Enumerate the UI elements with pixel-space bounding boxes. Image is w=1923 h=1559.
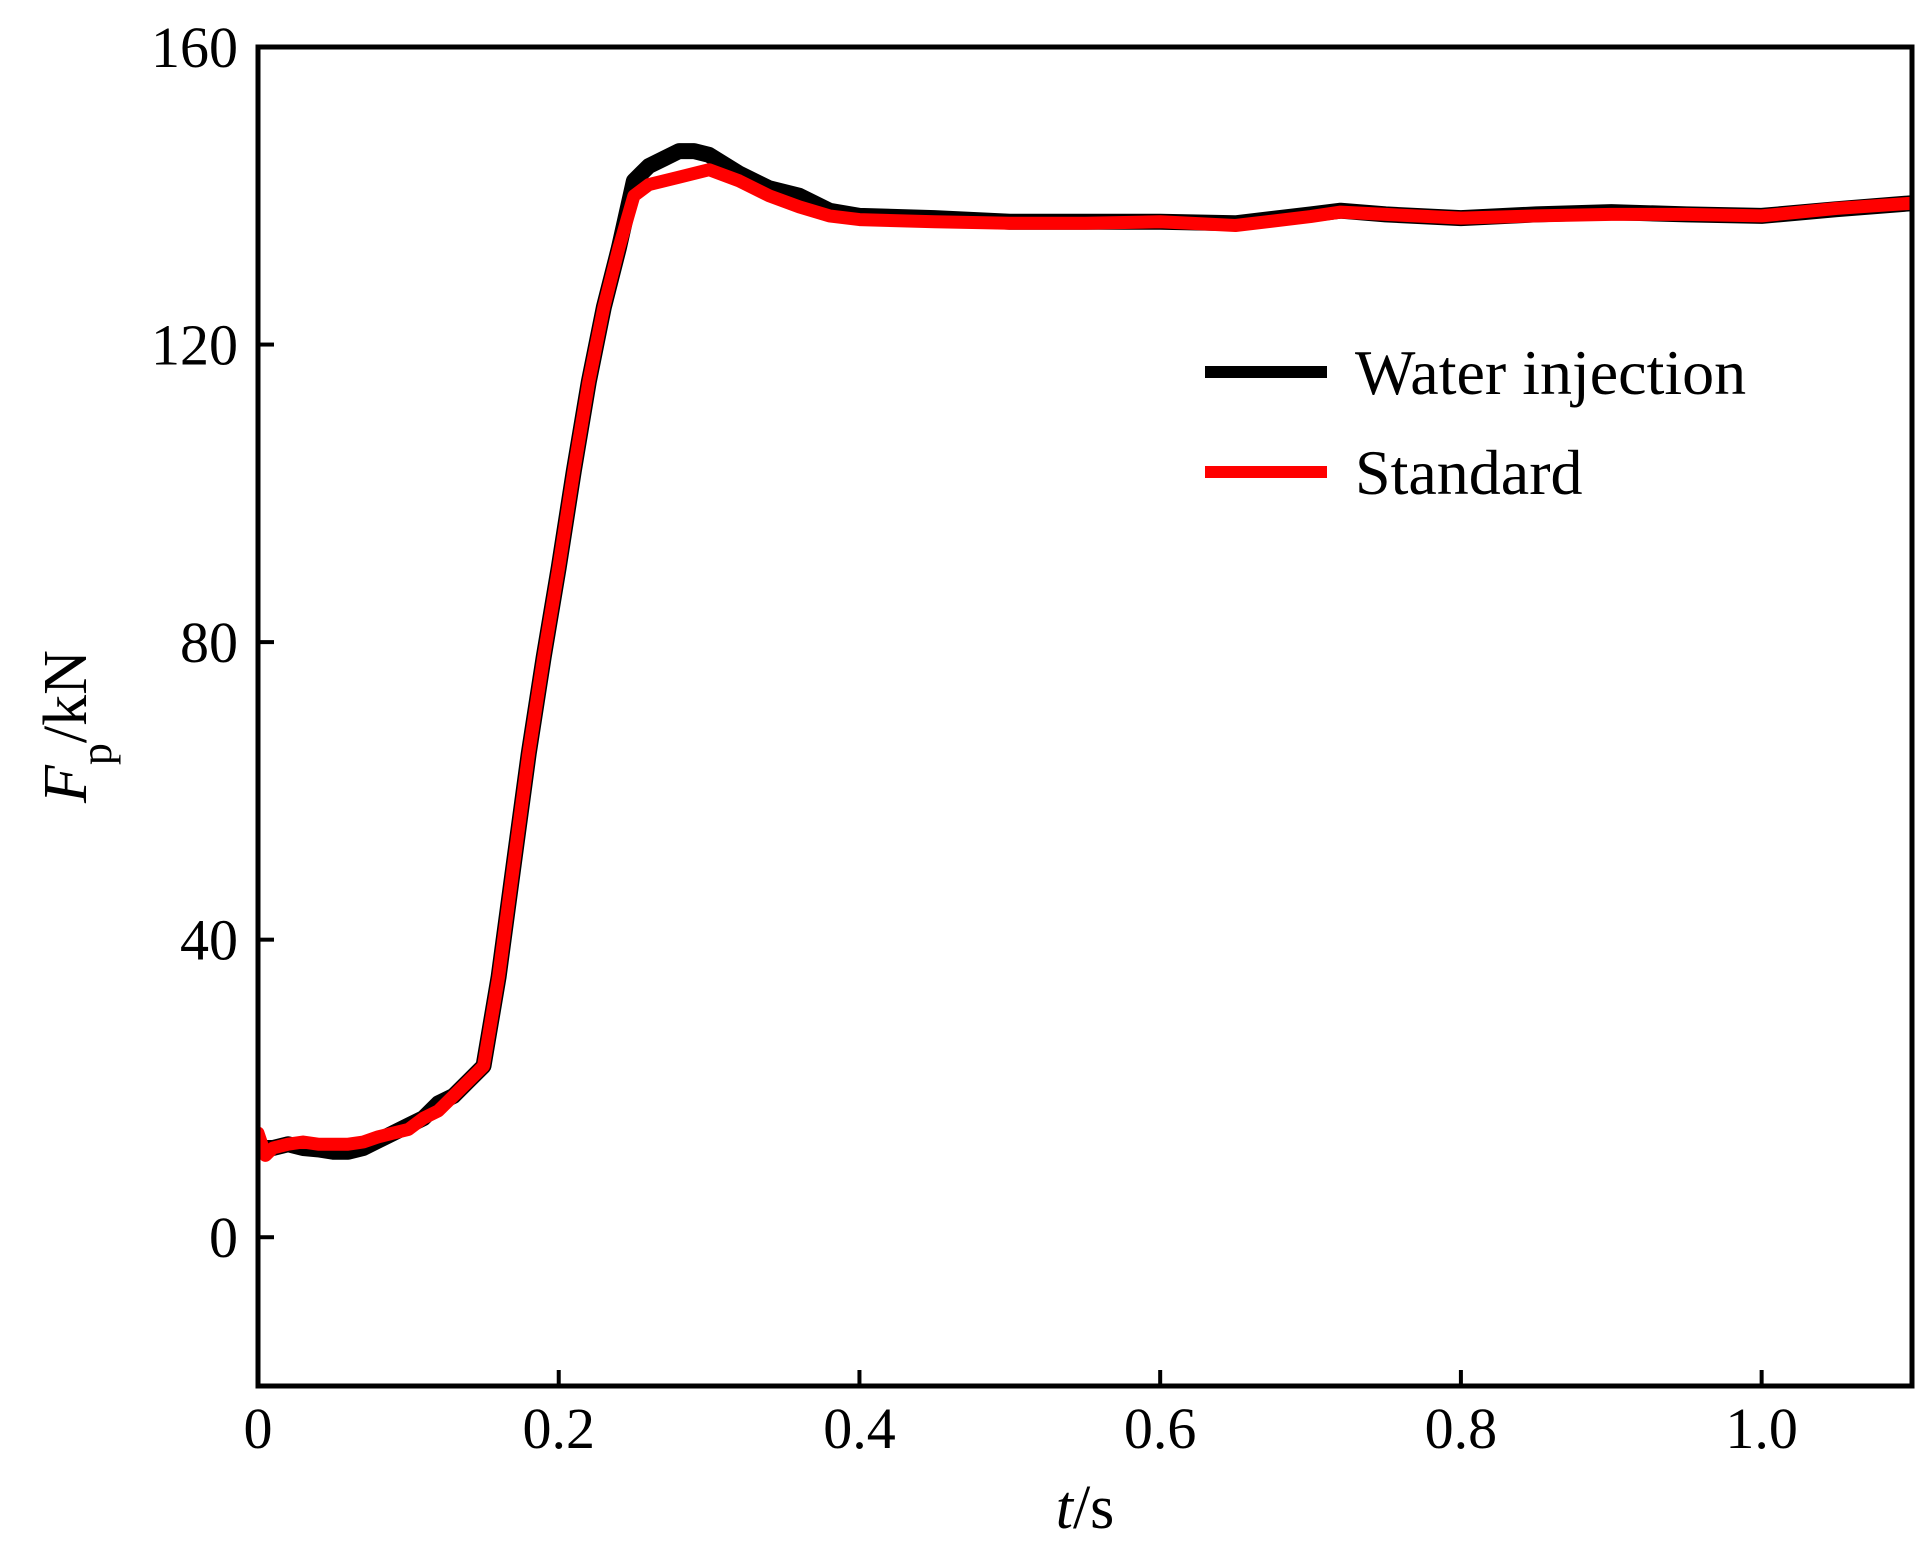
ticks-layer: 0 0.2 0.4 0.6 0.8 1.0 0 40 80 120 160 xyxy=(151,15,1798,1461)
y-tick-label: 0 xyxy=(209,1205,238,1270)
x-tick-label: 0.8 xyxy=(1425,1396,1498,1461)
y-axis-label-subscript: p xyxy=(72,743,121,765)
legend-label-water-injection: Water injection xyxy=(1355,337,1746,408)
y-axis-label: Fp/kN xyxy=(32,650,121,804)
x-tick-label: 0.4 xyxy=(823,1396,896,1461)
legend: Water injection Standard xyxy=(1205,337,1746,508)
x-axis-label-symbol: t xyxy=(1056,1474,1075,1542)
y-tick-label: 40 xyxy=(180,908,238,973)
x-tick-label: 0.6 xyxy=(1124,1396,1197,1461)
x-tick-label: 0 xyxy=(244,1396,273,1461)
y-axis-label-unit: /kN xyxy=(32,650,100,743)
series-line-standard xyxy=(258,163,1912,1162)
y-tick-label: 160 xyxy=(151,15,238,80)
x-axis-label-unit: /s xyxy=(1073,1474,1114,1542)
x-tick-label: 0.2 xyxy=(522,1396,595,1461)
series-layer xyxy=(258,143,1912,1162)
x-tick-label: 1.0 xyxy=(1725,1396,1798,1461)
legend-label-standard: Standard xyxy=(1355,437,1583,508)
x-axis-label: t/s xyxy=(1056,1474,1115,1542)
plot-frame xyxy=(255,44,1915,1389)
y-axis-label-symbol: F xyxy=(32,764,100,804)
series-line-water-injection xyxy=(258,143,1912,1160)
y-tick-label: 80 xyxy=(180,610,238,675)
y-tick-label: 120 xyxy=(151,313,238,378)
